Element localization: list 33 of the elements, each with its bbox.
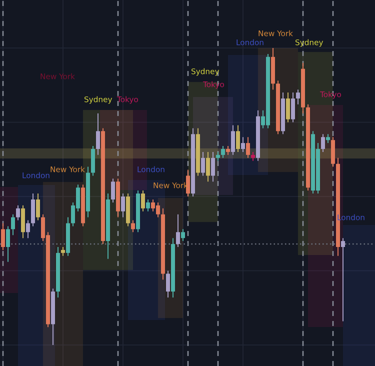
candlestick xyxy=(6,226,10,262)
candlestick xyxy=(131,220,135,233)
candlestick xyxy=(201,151,205,176)
candlestick xyxy=(296,89,300,105)
candlestick xyxy=(246,136,250,158)
candlestick xyxy=(211,151,215,182)
candlestick xyxy=(221,146,225,158)
candlestick xyxy=(321,134,325,152)
candlestick xyxy=(26,220,30,239)
candlestick xyxy=(181,228,185,242)
candlestick xyxy=(241,136,245,152)
candlestick xyxy=(236,124,240,152)
candlestick xyxy=(111,178,115,203)
candlestick xyxy=(1,222,5,250)
candlestick xyxy=(331,136,335,168)
candlestick xyxy=(186,169,190,197)
candlestick xyxy=(141,190,145,212)
candlestick xyxy=(341,238,345,322)
candlestick xyxy=(146,198,150,212)
candlestick xyxy=(31,193,35,227)
candlestick xyxy=(21,204,25,239)
candlestick xyxy=(291,92,295,123)
candlestick xyxy=(286,92,290,123)
candlestick xyxy=(16,204,20,221)
candlestick xyxy=(206,151,210,182)
candlestick xyxy=(231,124,235,156)
candlestick xyxy=(176,214,180,248)
candlestick xyxy=(96,112,100,156)
candlestick xyxy=(166,270,170,298)
candlestick xyxy=(36,193,40,221)
candlestick xyxy=(91,146,95,176)
candlestick xyxy=(121,193,125,218)
candlestick xyxy=(11,214,15,236)
